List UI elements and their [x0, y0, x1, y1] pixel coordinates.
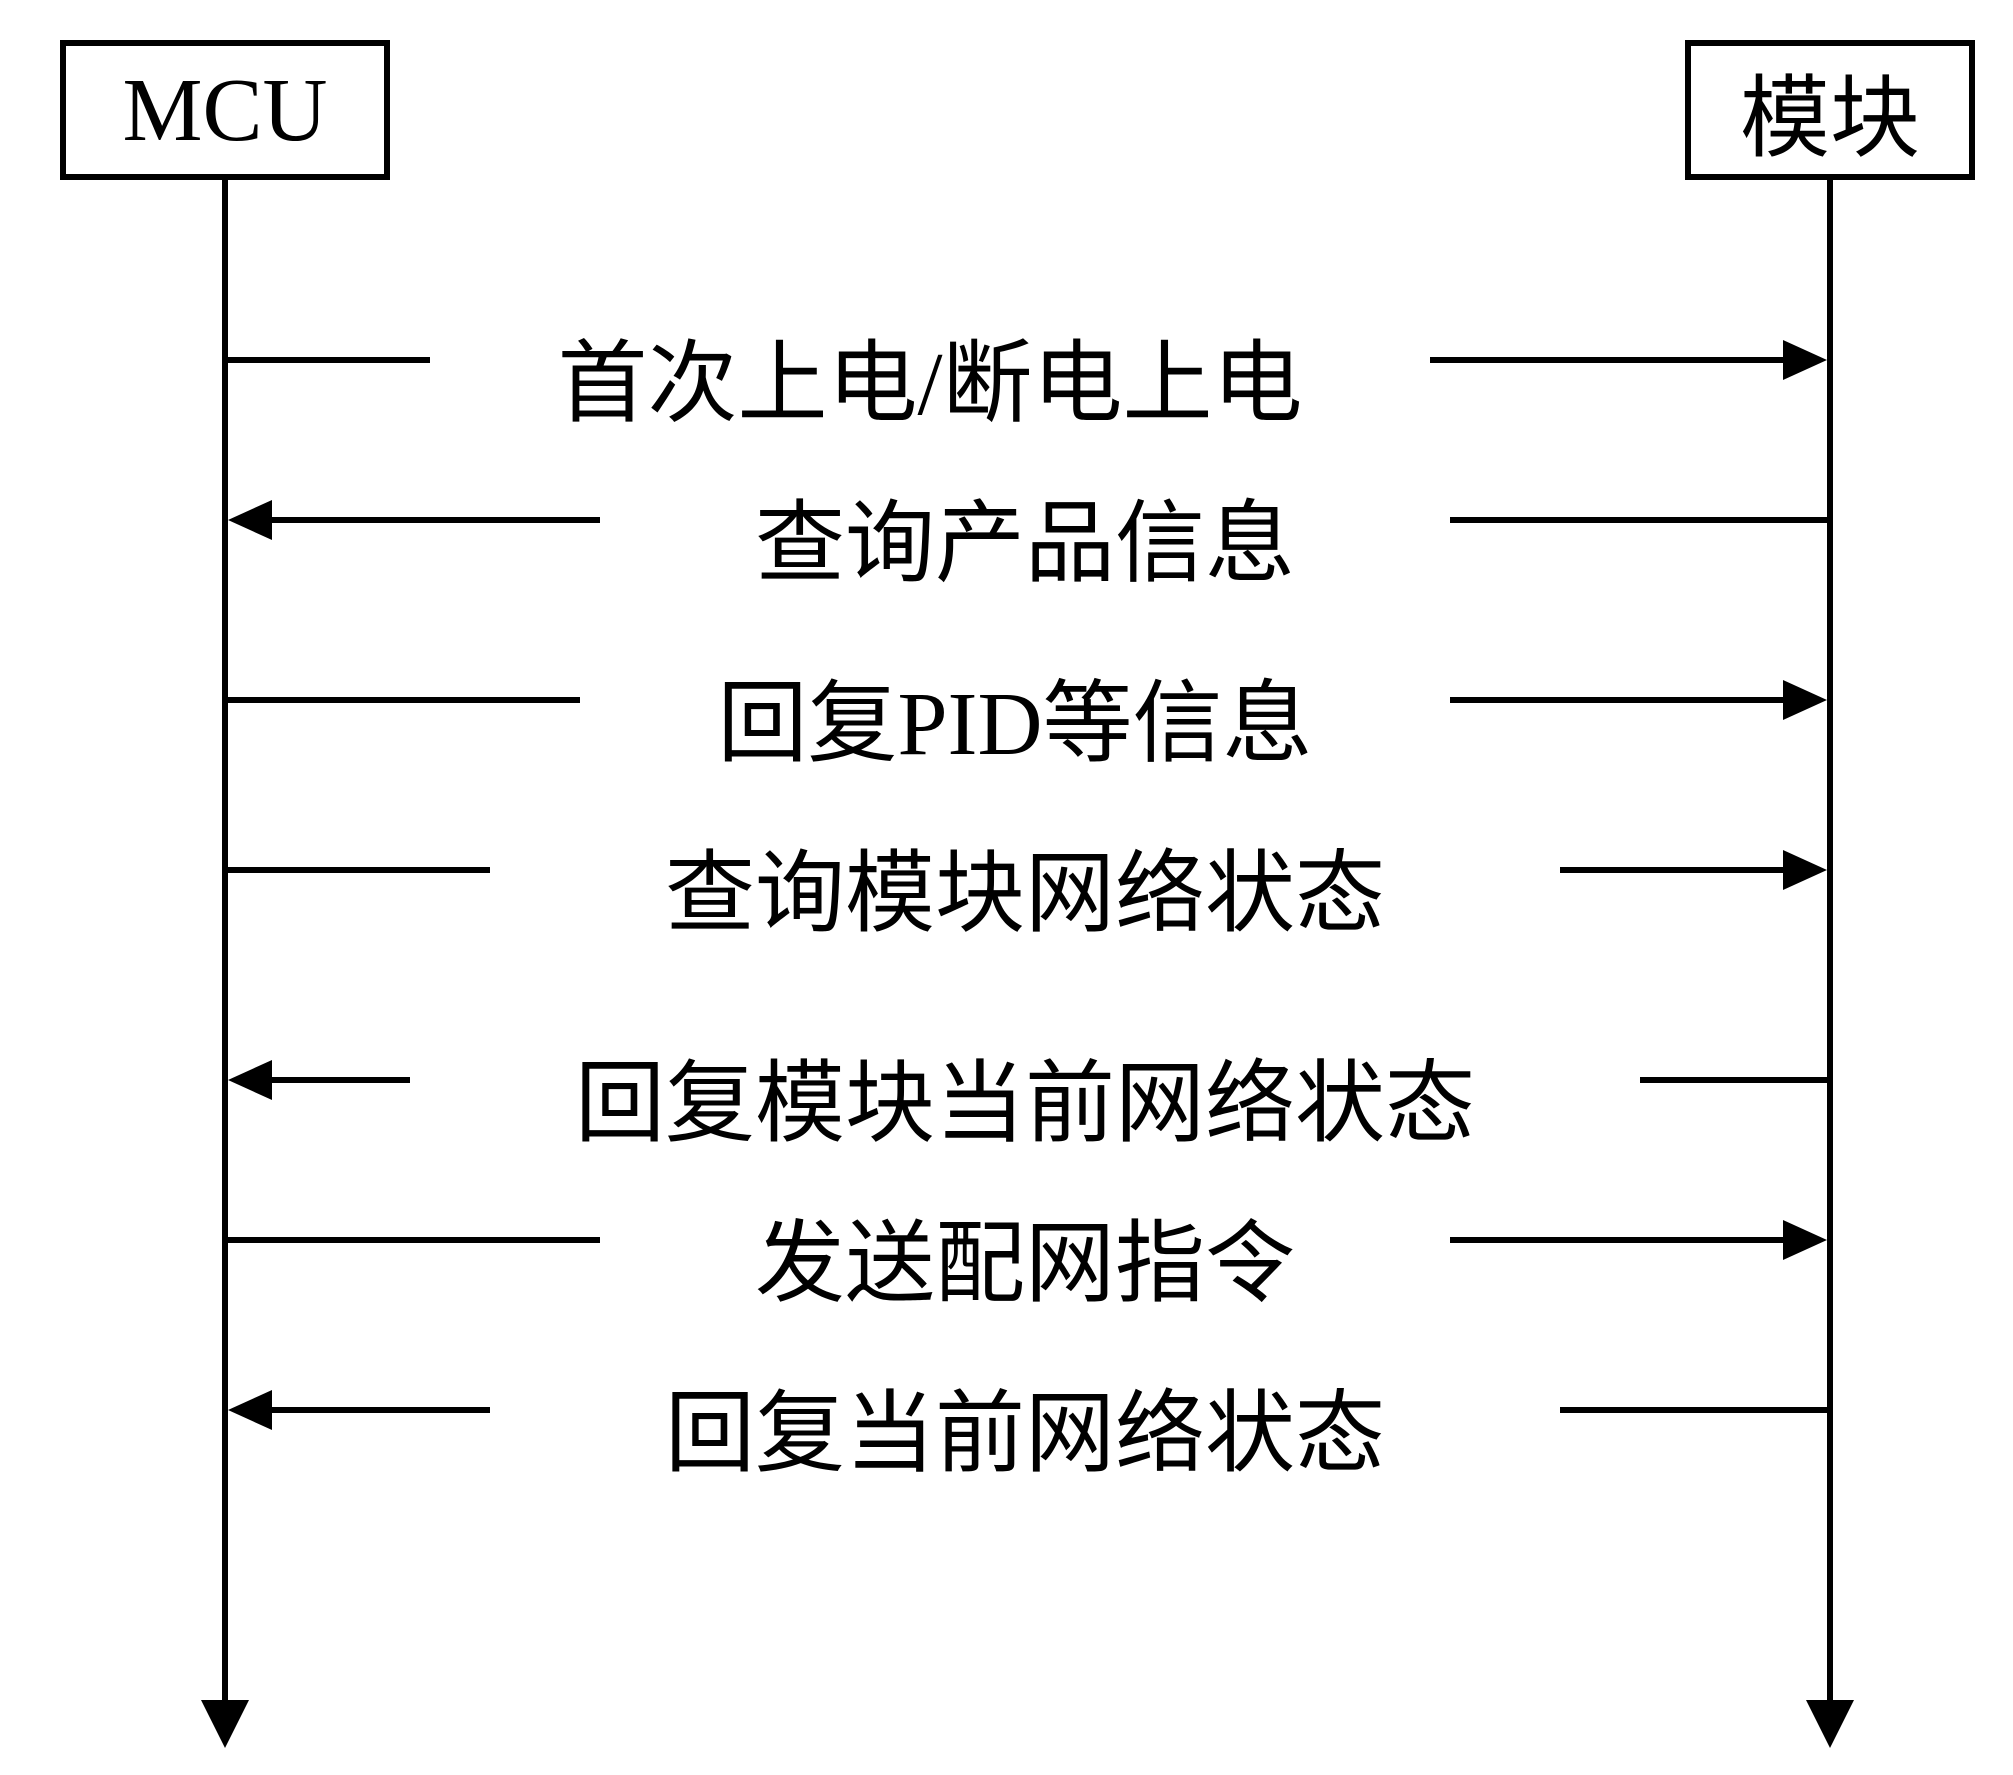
message-row: 查询模块网络状态	[0, 820, 2013, 940]
actor-label-module: 模块	[1740, 45, 1920, 175]
actor-label-mcu: MCU	[122, 59, 327, 162]
actor-box-module: 模块	[1685, 40, 1975, 180]
arrow-segment-left	[265, 517, 600, 523]
message-row: 回复PID等信息	[0, 650, 2013, 770]
arrow-segment-right	[1450, 1237, 1790, 1243]
arrow-segment-right	[1450, 517, 1827, 523]
arrow-segment-left	[228, 697, 580, 703]
arrow-segment-left	[228, 867, 490, 873]
arrow-head-right-icon	[1783, 1220, 1827, 1260]
message-row: 发送配网指令	[0, 1190, 2013, 1310]
arrow-segment-left	[228, 1237, 600, 1243]
arrow-segment-right	[1560, 1407, 1827, 1413]
message-label: 查询模块网络状态	[490, 820, 1560, 950]
message-row: 回复当前网络状态	[0, 1360, 2013, 1480]
lifeline-arrowhead-module	[1806, 1700, 1854, 1748]
arrow-segment-left	[228, 357, 430, 363]
arrow-segment-right	[1450, 697, 1790, 703]
message-label: 查询产品信息	[600, 470, 1450, 600]
message-label: 回复模块当前网络状态	[410, 1030, 1640, 1160]
arrow-head-right-icon	[1783, 850, 1827, 890]
message-row: 查询产品信息	[0, 470, 2013, 590]
arrow-segment-right	[1560, 867, 1790, 873]
message-row: 回复模块当前网络状态	[0, 1030, 2013, 1150]
message-label: 回复PID等信息	[580, 650, 1450, 780]
message-row: 首次上电/断电上电	[0, 310, 2013, 430]
arrow-head-right-icon	[1783, 680, 1827, 720]
arrow-segment-left	[265, 1407, 490, 1413]
arrow-segment-right	[1430, 357, 1790, 363]
message-label: 首次上电/断电上电	[430, 310, 1430, 440]
arrow-segment-left	[265, 1077, 410, 1083]
message-label: 回复当前网络状态	[490, 1360, 1560, 1490]
arrow-segment-right	[1640, 1077, 1827, 1083]
message-label: 发送配网指令	[600, 1190, 1450, 1320]
arrow-head-right-icon	[1783, 340, 1827, 380]
lifeline-arrowhead-mcu	[201, 1700, 249, 1748]
actor-box-mcu: MCU	[60, 40, 390, 180]
sequence-diagram: MCU 模块 首次上电/断电上电 查询产品信息 回复PID等信息 查询模块网络状…	[0, 0, 2013, 1775]
